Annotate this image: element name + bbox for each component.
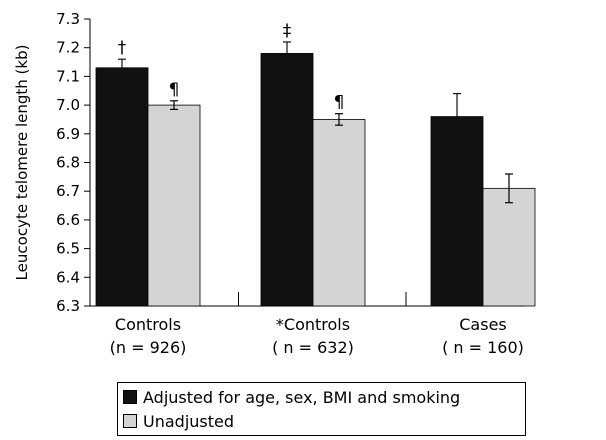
significance-marker: ‡ (283, 21, 292, 41)
y-tick-label: 7.3 (56, 10, 80, 28)
bar-unadjusted-2 (312, 119, 366, 307)
legend-item-adjusted: Adjusted for age, sex, BMI and smoking (123, 386, 460, 408)
y-tick-label: 7.1 (56, 67, 80, 85)
x-category-label: Cases (459, 315, 507, 334)
x-category-label: *Controls (276, 315, 350, 334)
legend: Adjusted for age, sex, BMI and smoking U… (117, 382, 526, 436)
significance-marker: ¶ (169, 80, 180, 100)
significance-marker: † (118, 38, 127, 58)
legend-label-adjusted: Adjusted for age, sex, BMI and smoking (143, 387, 461, 407)
bar-chart: 6.3 6.4 6.5 6.6 6.7 6.8 6.9 7.0 7.1 7.2 7.3 Leucocy… (13, 10, 536, 357)
y-tick-label: 7.2 (56, 39, 80, 57)
y-tick-label: 6.5 (56, 240, 80, 258)
x-category-count: (n = 926) (110, 338, 187, 357)
legend-swatch-unadjusted (123, 414, 137, 428)
bar-unadjusted-3 (482, 187, 536, 307)
bar-adjusted-2 (260, 53, 314, 307)
bar-adjusted-3 (430, 116, 484, 307)
legend-label-unadjusted: Unadjusted (143, 411, 235, 431)
y-tick-label: 6.3 (56, 297, 80, 315)
y-tick-label: 7.0 (56, 96, 80, 114)
significance-marker: ¶ (334, 93, 345, 113)
bar-unadjusted-1 (147, 104, 201, 307)
x-category-count: ( n = 160) (442, 338, 524, 357)
y-tick-label: 6.7 (56, 182, 80, 200)
x-category-count: ( n = 632) (272, 338, 354, 357)
y-axis-title: Leucocyte telomere length (kb) (13, 45, 31, 281)
y-tick-label: 6.6 (56, 211, 80, 229)
y-tick-label: 6.8 (56, 154, 80, 172)
legend-item-unadjusted: Unadjusted (123, 410, 234, 432)
y-tick-label: 6.4 (56, 268, 80, 286)
y-tick-label: 6.9 (56, 125, 80, 143)
legend-swatch-adjusted (123, 390, 137, 404)
bar-adjusted-1 (95, 67, 149, 307)
x-category-label: Controls (115, 315, 181, 334)
